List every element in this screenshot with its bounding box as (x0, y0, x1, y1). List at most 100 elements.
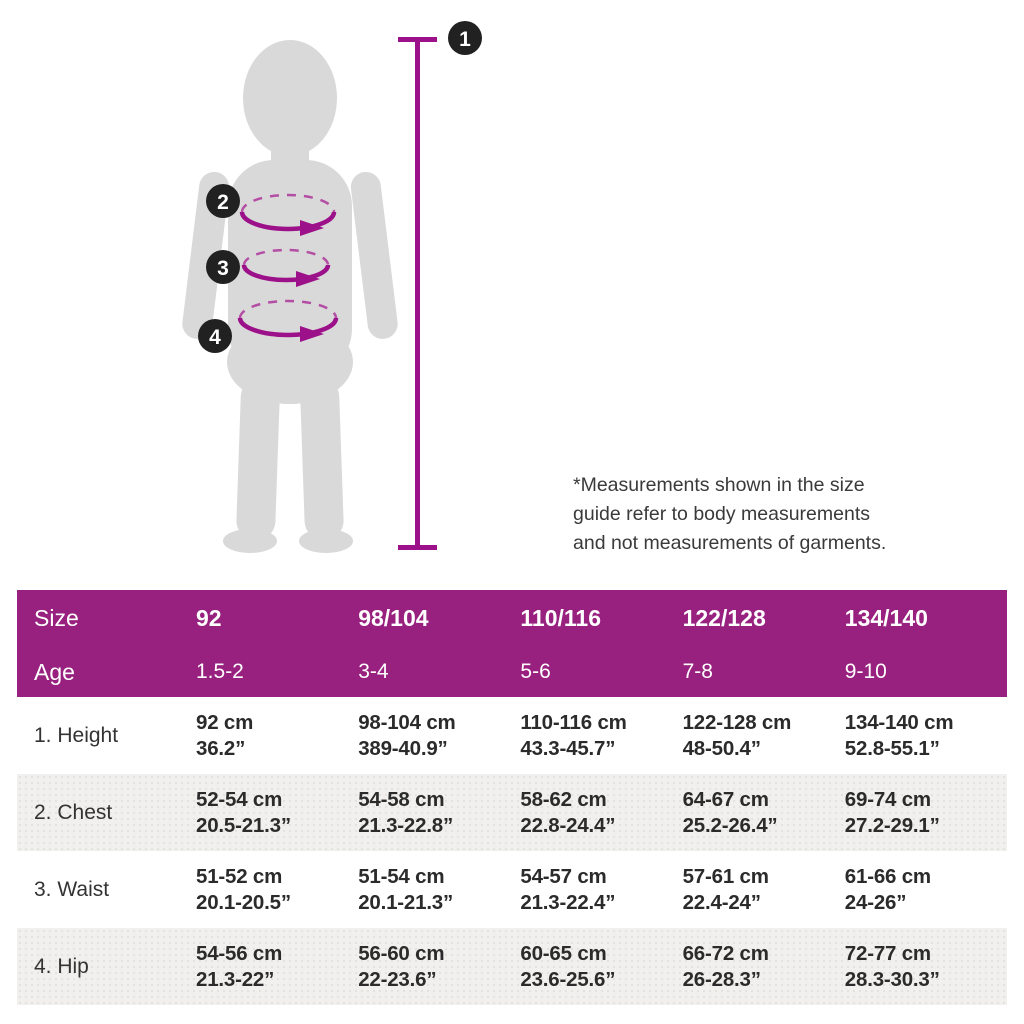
marker-2: 2 (206, 184, 240, 218)
inch-value: 27.2-29.1” (844, 813, 940, 837)
chest-measure-ellipse (239, 193, 337, 236)
inch-value: 23.6-25.6” (520, 967, 616, 991)
inch-value: 20.1-20.5” (196, 890, 291, 914)
row-label: 2. Chest (34, 800, 113, 824)
body-measurement-diagram: 1 2 3 4 (182, 21, 482, 553)
cm-value: 66-72 cm (682, 941, 769, 965)
chest-arrow-icon (300, 220, 324, 236)
table-cell: 58-62 cm 22.8-24.4” (520, 787, 682, 839)
table-row-hip: 4. Hip 54-56 cm 21.3-22” 56-60 cm 22-23.… (17, 928, 1007, 1005)
inch-value: 21.3-22” (196, 967, 275, 991)
note-line: *Measurements shown in the size (573, 474, 865, 496)
cm-value: 64-67 cm (682, 787, 769, 811)
table-cell: 98-104 cm 389-40.9” (358, 710, 520, 762)
table-row-chest: 2. Chest 52-54 cm 20.5-21.3” 54-58 cm 21… (17, 774, 1007, 851)
cm-value: 69-74 cm (844, 787, 931, 811)
age-row-label: Age (34, 658, 75, 685)
cm-value: 61-66 cm (844, 864, 931, 888)
table-cell: 134-140 cm 52.8-55.1” (845, 710, 1007, 762)
table-cell: 54-57 cm 21.3-22.4” (520, 864, 682, 916)
cm-value: 51-54 cm (358, 864, 445, 888)
table-cell: 56-60 cm 22-23.6” (358, 941, 520, 993)
size-value: 122/128 (682, 605, 766, 631)
cm-value: 54-58 cm (358, 787, 445, 811)
marker-4: 4 (198, 319, 232, 353)
inch-value: 26-28.3” (682, 967, 761, 991)
table-cell: 60-65 cm 23.6-25.6” (520, 941, 682, 993)
marker-4-label: 4 (209, 326, 221, 349)
note-line: and not measurements of garments. (573, 532, 887, 554)
age-value: 5-6 (520, 660, 551, 683)
marker-1: 1 (448, 21, 482, 55)
hip-measure-ellipse (237, 299, 339, 342)
size-row-label: Size (34, 605, 79, 631)
cm-value: 56-60 cm (358, 941, 445, 965)
waist-arrow-icon (296, 271, 320, 287)
table-cell: 57-61 cm 22.4-24” (683, 864, 845, 916)
inch-value: 22.8-24.4” (520, 813, 616, 837)
table-row-waist: 3. Waist 51-52 cm 20.1-20.5” 51-54 cm 20… (17, 851, 1007, 928)
cm-value: 134-140 cm (844, 710, 954, 734)
cm-value: 98-104 cm (358, 710, 456, 734)
table-cell: 122-128 cm 48-50.4” (683, 710, 845, 762)
inch-value: 52.8-55.1” (844, 736, 940, 760)
inch-value: 36.2” (196, 736, 246, 760)
table-cell: 54-58 cm 21.3-22.8” (358, 787, 520, 839)
table-cell: 51-52 cm 20.1-20.5” (196, 864, 358, 916)
table-cell: 51-54 cm 20.1-21.3” (358, 864, 520, 916)
table-cell: 64-67 cm 25.2-26.4” (683, 787, 845, 839)
table-cell: 92 cm 36.2” (196, 710, 358, 762)
age-value: 9-10 (844, 660, 887, 683)
cm-value: 72-77 cm (844, 941, 931, 965)
waist-measure-ellipse (241, 248, 331, 287)
measurement-note: *Measurements shown in the size guide re… (573, 471, 963, 558)
cm-value: 110-116 cm (520, 710, 627, 734)
marker-3: 3 (206, 250, 240, 284)
table-cell: 66-72 cm 26-28.3” (683, 941, 845, 993)
inch-value: 20.1-21.3” (358, 890, 454, 914)
inch-value: 28.3-30.3” (844, 967, 940, 991)
size-value: 134/140 (844, 605, 928, 631)
table-cell: 61-66 cm 24-26” (845, 864, 1007, 916)
inch-value: 20.5-21.3” (196, 813, 291, 837)
cm-value: 122-128 cm (682, 710, 792, 734)
row-label: 1. Height (34, 723, 119, 747)
cm-value: 51-52 cm (196, 864, 283, 888)
inch-value: 21.3-22.8” (358, 813, 454, 837)
size-value: 98/104 (358, 605, 429, 631)
marker-3-label: 3 (217, 257, 229, 280)
cm-value: 52-54 cm (196, 787, 283, 811)
row-label: 4. Hip (34, 954, 89, 978)
cm-value: 57-61 cm (682, 864, 769, 888)
inch-value: 21.3-22.4” (520, 890, 616, 914)
inch-value: 24-26” (844, 890, 907, 914)
age-value: 3-4 (358, 660, 389, 683)
age-value: 1.5-2 (196, 660, 244, 683)
table-cell: 72-77 cm 28.3-30.3” (845, 941, 1007, 993)
table-row-height: 1. Height 92 cm 36.2” 98-104 cm 389-40.9… (17, 697, 1007, 774)
cm-value: 58-62 cm (520, 787, 607, 811)
cm-value: 54-57 cm (520, 864, 607, 888)
table-cell: 69-74 cm 27.2-29.1” (845, 787, 1007, 839)
size-value: 110/116 (520, 605, 601, 631)
inch-value: 22-23.6” (358, 967, 437, 991)
note-line: guide refer to body measurements (573, 503, 870, 525)
inch-value: 389-40.9” (358, 736, 448, 760)
table-header: Size 92 98/104 110/116 122/128 134/140 A… (17, 590, 1007, 697)
height-measure-line (398, 37, 437, 550)
age-value: 7-8 (682, 660, 713, 683)
size-value: 92 (196, 605, 222, 631)
table-cell: 52-54 cm 20.5-21.3” (196, 787, 358, 839)
table-cell: 110-116 cm 43.3-45.7” (520, 710, 682, 762)
inch-value: 22.4-24” (682, 890, 761, 914)
marker-2-label: 2 (217, 191, 229, 214)
inch-value: 48-50.4” (682, 736, 761, 760)
cm-value: 92 cm (196, 710, 254, 734)
row-label: 3. Waist (34, 877, 110, 901)
inch-value: 25.2-26.4” (682, 813, 778, 837)
child-silhouette (182, 40, 398, 553)
marker-badges: 1 2 3 4 (198, 21, 482, 353)
cm-value: 60-65 cm (520, 941, 607, 965)
size-table: Size 92 98/104 110/116 122/128 134/140 A… (17, 590, 1007, 1005)
